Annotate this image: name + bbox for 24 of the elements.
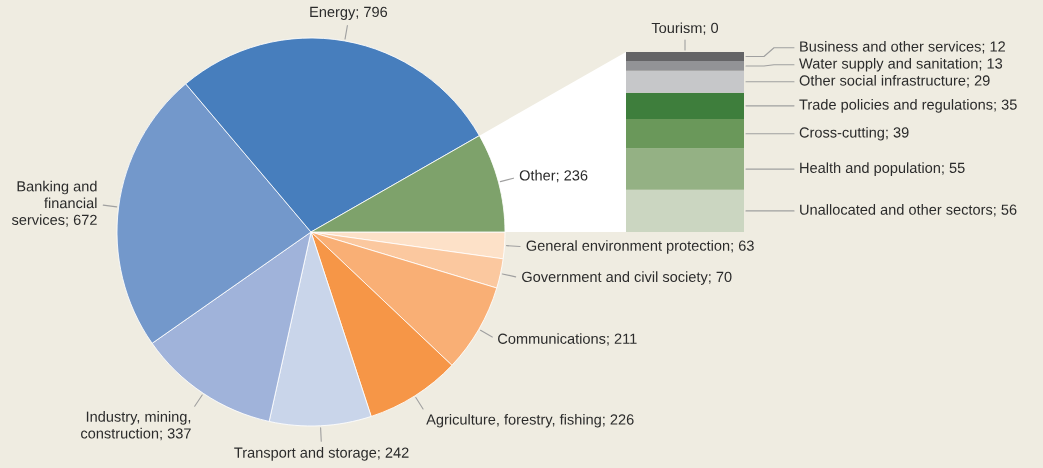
slice-label: Banking and financial services; 672	[11, 180, 97, 227]
data-label: Health and population; 55	[800, 162, 965, 176]
bar	[626, 52, 744, 62]
slice-label: Transport and storage; 242	[234, 447, 409, 461]
bar	[626, 189, 744, 232]
bar	[626, 92, 744, 120]
bar	[626, 61, 744, 71]
slice-label: Agriculture, forestry, fishing; 226	[426, 413, 634, 428]
data-label: Unallocated and other sectors; 56	[800, 204, 1017, 217]
data-label: Water supply and sanitation; 13	[799, 57, 1003, 72]
data-label: Business and other services; 12	[800, 40, 1005, 54]
data-label: Trade policies and regulations; 35	[799, 99, 1017, 113]
slice-label: Other; 236	[519, 169, 588, 183]
slice-label: Energy; 796	[310, 6, 388, 20]
data-label: Other social infrastructure; 29	[799, 74, 990, 88]
slice-label: Communications; 211	[498, 333, 637, 346]
bar	[626, 119, 744, 149]
bar	[626, 148, 744, 190]
slice-label: Government and civil society; 70	[522, 271, 732, 285]
data-label: Cross-cutting; 39	[799, 126, 909, 141]
bar	[626, 70, 744, 93]
slice-label: Industry, mining, construction; 337	[81, 411, 191, 441]
data-label: Tourism; 0	[651, 22, 719, 35]
slice-label: General environment protection; 63	[526, 240, 754, 254]
